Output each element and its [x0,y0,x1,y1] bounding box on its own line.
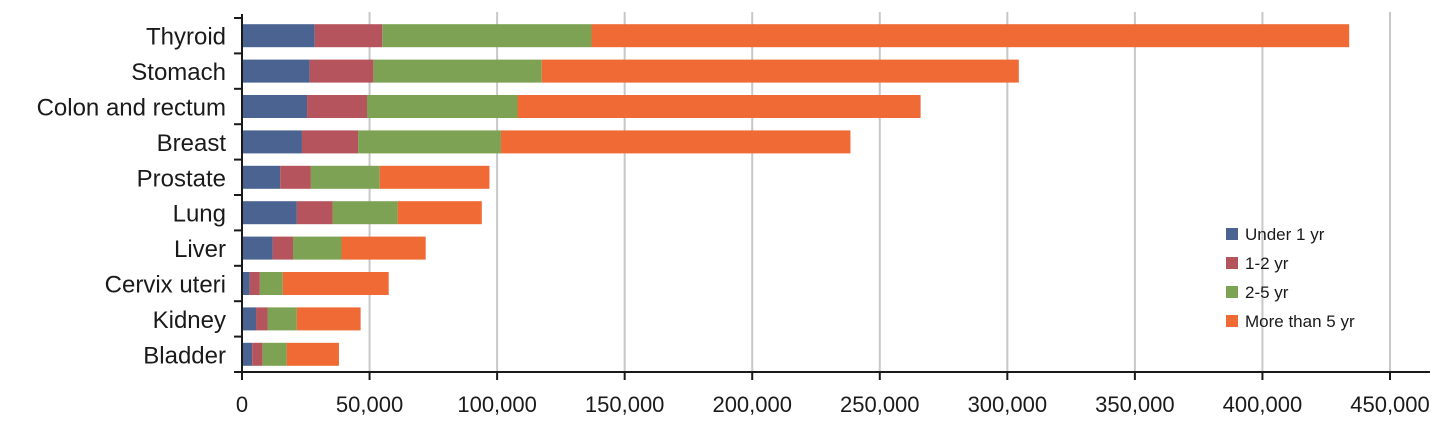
bar-segment-more-than-5-yr-liver [341,236,426,260]
legend-swatch [1226,286,1238,298]
bar-segment-more-than-5-yr-cervix-uteri [282,272,389,295]
bar-segment-1-2-yr-stomach [309,59,374,83]
bar-segment-2-5-yr-prostate [310,165,380,189]
legend-swatch [1226,315,1238,327]
bar-segment-under-1-yr-prostate [242,165,281,189]
bar-segment-under-1-yr-thyroid [242,24,315,48]
x-tick-label: 0 [236,392,248,417]
legend-label: 1-2 yr [1245,254,1289,273]
category-label: Breast [157,130,227,157]
x-tick-label: 150,000 [585,392,665,417]
bar-segment-under-1-yr-kidney [242,307,257,331]
bar-segment-2-5-yr-breast [358,130,501,154]
bar-segment-more-than-5-yr-bladder [286,342,339,366]
category-label: Liver [174,236,226,263]
category-label: Thyroid [146,24,226,51]
bar-segment-2-5-yr-kidney [267,307,297,331]
bar-segment-1-2-yr-thyroid [314,24,383,48]
bar-segment-1-2-yr-bladder [252,342,263,366]
bar-segment-more-than-5-yr-colon-and-rectum [517,95,921,118]
bar-segment-under-1-yr-colon-and-rectum [242,95,308,118]
x-tick-label: 300,000 [968,392,1048,417]
bar-segment-2-5-yr-colon-and-rectum [367,95,518,118]
bar-segment-1-2-yr-cervix-uteri [249,272,260,295]
bar-segment-more-than-5-yr-breast [500,130,851,154]
bar-segment-more-than-5-yr-stomach [541,59,1019,83]
legend-label: More than 5 yr [1245,312,1355,331]
bar-segment-under-1-yr-breast [242,130,302,154]
category-label: Lung [173,201,226,228]
bar-segment-2-5-yr-stomach [373,59,542,83]
bar-segment-under-1-yr-bladder [242,342,253,366]
category-label: Colon and rectum [37,95,226,122]
x-tick-label: 350,000 [1095,392,1175,417]
legend-label: 2-5 yr [1245,283,1289,302]
bar-segment-more-than-5-yr-lung [397,201,482,225]
bar-segment-more-than-5-yr-prostate [379,165,490,189]
bar-segment-2-5-yr-lung [332,201,398,225]
bar-segment-more-than-5-yr-thyroid [591,24,1350,48]
bar-segment-1-2-yr-prostate [280,165,311,189]
x-tick-label: 100,000 [457,392,537,417]
category-label: Prostate [137,165,226,192]
x-tick-label: 200,000 [712,392,792,417]
bar-segment-under-1-yr-liver [242,236,273,260]
x-tick-label: 400,000 [1223,392,1303,417]
category-label: Cervix uteri [105,272,226,299]
x-tick-label: 50,000 [336,392,403,417]
bar-segment-1-2-yr-colon-and-rectum [307,95,368,118]
legend-label: Under 1 yr [1245,225,1325,244]
category-label: Kidney [153,307,226,334]
bar-segment-under-1-yr-stomach [242,59,310,83]
bar-segment-1-2-yr-lung [296,201,333,225]
x-tick-label: 450,000 [1350,392,1430,417]
bar-segment-1-2-yr-kidney [256,307,268,331]
bar-segment-1-2-yr-liver [272,236,294,260]
x-tick-label: 250,000 [840,392,920,417]
category-label: Bladder [143,342,226,369]
bar-segment-more-than-5-yr-kidney [296,307,361,331]
bar-segment-2-5-yr-bladder [262,342,287,366]
bar-segment-under-1-yr-cervix-uteri [242,272,250,295]
legend-swatch [1226,257,1238,269]
bar-segment-2-5-yr-thyroid [382,24,592,48]
bar-segment-under-1-yr-lung [242,201,297,225]
legend-swatch [1226,228,1238,240]
bar-segment-1-2-yr-breast [301,130,359,154]
bar-segment-2-5-yr-liver [293,236,342,260]
category-label: Stomach [131,59,226,86]
bar-segment-2-5-yr-cervix-uteri [259,272,283,295]
